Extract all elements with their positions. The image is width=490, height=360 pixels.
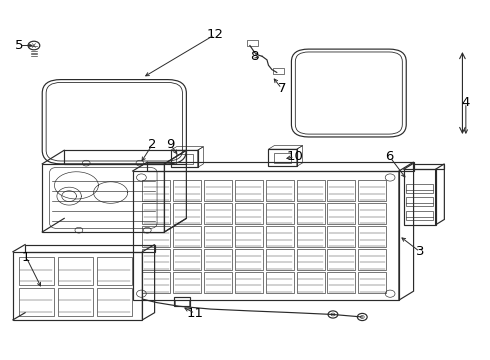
Text: 8: 8 <box>250 50 259 63</box>
Bar <box>143 249 171 270</box>
Text: 10: 10 <box>286 150 303 163</box>
Bar <box>143 203 171 224</box>
Bar <box>247 40 258 45</box>
Bar <box>406 184 433 193</box>
Bar <box>327 226 355 247</box>
Bar <box>19 257 54 285</box>
Bar <box>173 249 201 270</box>
Bar <box>296 272 324 293</box>
Bar <box>58 288 93 316</box>
Bar <box>97 257 132 285</box>
Bar <box>143 226 171 247</box>
Bar <box>97 288 132 316</box>
Bar <box>204 249 232 270</box>
Text: 6: 6 <box>386 150 394 163</box>
Bar <box>173 203 201 224</box>
Text: 9: 9 <box>167 138 175 151</box>
Bar <box>173 226 201 247</box>
Text: 3: 3 <box>416 245 424 258</box>
Bar <box>173 272 201 293</box>
Bar <box>266 203 294 224</box>
Bar <box>235 272 263 293</box>
Bar <box>174 297 190 306</box>
Text: 12: 12 <box>206 28 223 41</box>
Bar <box>266 180 294 201</box>
Bar <box>143 180 171 201</box>
Bar <box>296 249 324 270</box>
Bar <box>296 226 324 247</box>
Bar <box>358 180 386 201</box>
Bar <box>273 68 284 74</box>
Bar <box>175 300 189 306</box>
Bar <box>296 203 324 224</box>
Bar <box>406 211 433 220</box>
Bar <box>358 272 386 293</box>
Bar <box>296 180 324 201</box>
Text: 5: 5 <box>15 39 24 52</box>
Bar <box>406 197 433 206</box>
Bar <box>358 203 386 224</box>
Bar <box>58 257 93 285</box>
Bar <box>235 226 263 247</box>
Text: 4: 4 <box>462 96 470 109</box>
Bar <box>327 180 355 201</box>
Bar <box>204 272 232 293</box>
Bar <box>327 272 355 293</box>
Bar <box>204 180 232 201</box>
Bar <box>274 153 291 163</box>
Bar <box>358 249 386 270</box>
Bar <box>235 203 263 224</box>
Bar <box>175 154 193 164</box>
Text: 1: 1 <box>22 251 30 264</box>
Bar <box>327 203 355 224</box>
Bar <box>266 226 294 247</box>
Text: 11: 11 <box>187 307 204 320</box>
Bar <box>266 272 294 293</box>
Bar <box>143 272 171 293</box>
Bar <box>19 288 54 316</box>
Text: 2: 2 <box>148 138 156 151</box>
Text: 7: 7 <box>277 82 286 95</box>
Bar <box>204 226 232 247</box>
Bar <box>204 203 232 224</box>
Bar <box>358 226 386 247</box>
Bar <box>171 150 197 167</box>
Bar <box>235 180 263 201</box>
Bar <box>266 249 294 270</box>
Bar <box>269 149 297 166</box>
Bar <box>173 180 201 201</box>
Bar <box>235 249 263 270</box>
Bar <box>327 249 355 270</box>
